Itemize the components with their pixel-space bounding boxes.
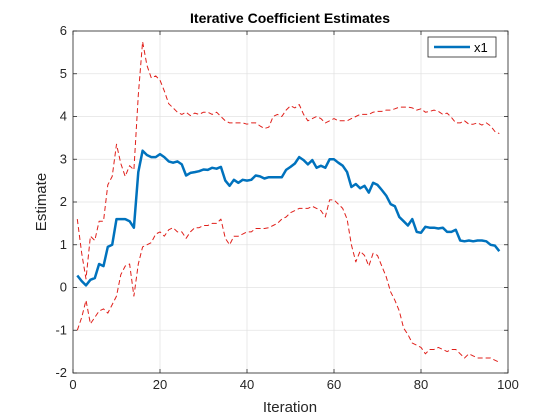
x-tick-label: 100 <box>497 377 519 392</box>
upper-confidence-bound-line <box>76 41 500 280</box>
x-tick-label: 40 <box>240 377 254 392</box>
legend-label-x1: x1 <box>474 40 488 55</box>
ticks: 0 20 40 60 80 100 -2 -1 0 1 2 3 4 5 6 <box>55 23 518 392</box>
x-tick-label: 60 <box>327 377 341 392</box>
y-tick-label: 5 <box>60 66 67 81</box>
series-layer <box>76 41 501 363</box>
chart-title: Iterative Coefficient Estimates <box>190 10 390 26</box>
series-line-x1 <box>76 149 501 287</box>
y-tick-label: 0 <box>60 280 67 295</box>
x-axis-label: Iteration <box>263 399 317 416</box>
x-tick-label: 20 <box>153 377 167 392</box>
y-tick-label: -1 <box>55 322 67 337</box>
y-tick-label: -2 <box>55 365 67 380</box>
y-tick-label: 6 <box>60 23 67 38</box>
y-tick-label: 2 <box>60 194 67 209</box>
legend: x1 <box>427 36 497 58</box>
y-tick-label: 4 <box>60 109 67 124</box>
y-tick-label: 1 <box>60 237 67 252</box>
y-axis-label: Estimate <box>33 173 50 231</box>
x-tick-label: 0 <box>69 377 76 392</box>
x-tick-label: 80 <box>414 377 428 392</box>
lower-confidence-bound-line <box>76 199 500 363</box>
y-tick-label: 3 <box>60 151 67 166</box>
